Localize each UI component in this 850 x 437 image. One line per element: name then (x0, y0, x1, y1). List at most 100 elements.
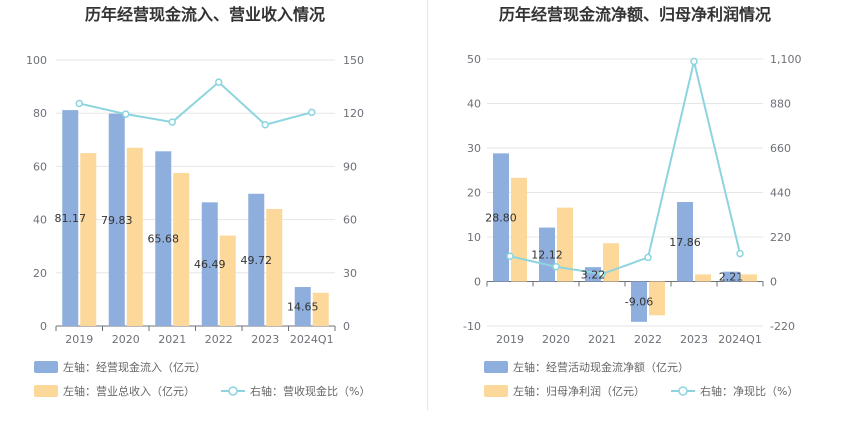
ratio-point-2022 (215, 78, 223, 86)
ratio-point-2019 (506, 252, 514, 260)
data-label-2020: 79.83 (101, 214, 133, 227)
ratio-point-2023 (690, 57, 698, 66)
left-axis-tick: -10 (463, 320, 481, 333)
bar-primary-2023 (677, 202, 693, 282)
bar-secondary-2023 (266, 208, 283, 326)
data-label-2022: 46.49 (194, 258, 226, 271)
legend-swatch-ratio (221, 386, 245, 396)
left-axis-tick: 10 (467, 231, 481, 244)
bar-secondary-2019 (80, 153, 97, 326)
left-axis-tick: 0 (40, 320, 47, 333)
bar-secondary-2019 (511, 177, 527, 282)
left-axis-tick: 60 (33, 160, 47, 173)
bar-secondary-2020 (126, 147, 143, 326)
legend-swatch-ratio (671, 386, 695, 396)
right-axis-tick: 90 (343, 160, 357, 173)
x-axis-label: 2019 (496, 333, 524, 346)
legend-swatch-secondary (484, 385, 508, 397)
data-label-2019: 81.17 (55, 212, 87, 225)
bar-primary-2024Q1 (294, 287, 311, 326)
legend-label-primary: 左轴：经营活动现金流净额（亿元） (513, 360, 689, 374)
legend-swatch-primary (484, 361, 508, 373)
data-label-2023: 17.86 (669, 236, 701, 249)
ratio-point-2020 (122, 110, 130, 118)
legend-label-ratio: 右轴：营收现金比（%） (250, 384, 370, 398)
legend-label-ratio: 右轴：净现比（%） (700, 384, 798, 398)
chart-title: 历年经营现金流入、营业收入情况 (85, 5, 325, 24)
bar-secondary-2021 (603, 243, 619, 282)
right-axis-tick: 60 (343, 214, 357, 227)
ratio-point-2021 (168, 118, 176, 126)
right-axis-tick: 440 (770, 187, 791, 200)
ratio-point-2023 (261, 120, 269, 129)
legend-label-secondary: 左轴：营业总收入（亿元） (63, 384, 195, 398)
bar-secondary-2022 (219, 235, 236, 326)
bar-secondary-2021 (173, 173, 190, 326)
ratio-point-2024Q1 (308, 108, 316, 117)
ratio-point-2024Q1 (736, 249, 744, 258)
x-axis-label: 2024Q1 (290, 333, 334, 346)
left-axis-tick: 80 (33, 107, 47, 120)
right-axis-tick: 880 (770, 98, 791, 111)
x-axis-label: 2021 (158, 333, 186, 346)
right-axis-tick: 120 (343, 107, 364, 120)
legend-line-marker (228, 386, 238, 396)
right-axis-tick: 220 (770, 231, 791, 244)
legend-swatch-primary (34, 361, 58, 373)
panel-divider (427, 0, 428, 410)
left-axis-tick: 0 (474, 276, 481, 289)
right-axis-tick: 0 (343, 320, 350, 333)
data-label-2021: 3.22 (581, 268, 606, 281)
x-axis-label: 2021 (588, 333, 616, 346)
bar-primary-2019 (62, 110, 79, 326)
left-axis-tick: 20 (33, 267, 47, 280)
data-label-2024Q1: 14.65 (287, 301, 319, 314)
legend-label-primary: 左轴：经营现金流入（亿元） (63, 360, 206, 374)
bar-secondary-2024Q1 (312, 292, 329, 326)
x-axis-label: 2023 (251, 333, 279, 346)
legend-label-secondary: 左轴：归母净利润（亿元） (513, 384, 645, 398)
right-axis-tick: -220 (770, 320, 795, 333)
x-axis-label: 2023 (680, 333, 708, 346)
bar-primary-2024Q1 (723, 271, 739, 282)
right-axis-tick: 150 (343, 54, 364, 67)
bar-primary-2019 (493, 153, 509, 282)
bar-primary-2023 (248, 193, 265, 326)
chart-cashflow-inflow-revenue: 历年经营现金流入、营业收入情况 0 20 40 60 80 100 0 30 60 90 120 150… (26, 5, 370, 398)
legend-line-marker (678, 386, 688, 396)
right-axis-tick: 660 (770, 142, 791, 155)
bar-primary-2020 (108, 113, 125, 327)
ratio-point-2022 (644, 253, 652, 262)
data-label-2019: 28.80 (485, 211, 517, 224)
x-axis-label: 2020 (542, 333, 570, 346)
bar-primary-2020 (539, 227, 555, 282)
ratio-point-2019 (75, 99, 83, 108)
data-label-2021: 65.68 (148, 233, 180, 246)
x-axis-label: 2019 (65, 333, 93, 346)
ratio-line (509, 61, 741, 276)
ratio-point-2021 (598, 270, 606, 278)
bar-primary-2021 (585, 267, 601, 282)
bar-primary-2022 (201, 202, 218, 326)
bar-secondary-2023 (695, 274, 711, 282)
legend-swatch-secondary (34, 385, 58, 397)
chart-net-cashflow-net-profit: 历年经营现金流净额、归母净利润情况 -10 0 10 20 30 40 50 -220 0 220 4… (463, 5, 802, 398)
right-axis-tick: 1,100 (770, 53, 802, 66)
left-axis-tick: 30 (467, 142, 481, 155)
bar-primary-2021 (155, 151, 172, 326)
right-axis-tick: 30 (343, 267, 357, 280)
ratio-line (79, 80, 313, 126)
bar-secondary-2024Q1 (741, 274, 757, 282)
ratio-point-2020 (552, 262, 560, 271)
bar-primary-2022 (631, 281, 647, 322)
x-axis-label: 2022 (634, 333, 662, 346)
data-label-2024Q1: 2.21 (719, 271, 744, 284)
data-label-2022: -9.06 (625, 296, 653, 309)
data-label-2023: 49.72 (241, 254, 273, 267)
data-label-2020: 12.12 (531, 249, 563, 262)
bar-secondary-2022 (649, 281, 665, 316)
x-axis-label: 2024Q1 (718, 333, 762, 346)
left-axis-tick: 100 (26, 54, 47, 67)
right-axis-tick: 0 (770, 276, 777, 289)
